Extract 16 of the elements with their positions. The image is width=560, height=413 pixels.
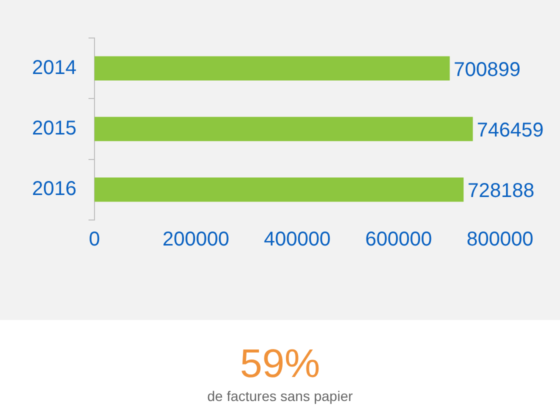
bar: [94, 56, 450, 80]
y-tick-label: 2014: [32, 56, 76, 79]
y-tick-label: 2016: [32, 178, 76, 200]
x-tick-label: 0: [88, 228, 100, 251]
y-tick-label: 2015: [32, 118, 76, 140]
data-label: 746459: [476, 120, 544, 142]
bar: [94, 116, 473, 142]
data-label: 728188: [468, 180, 534, 202]
data-label: 700899: [454, 58, 521, 81]
bar: [94, 178, 464, 202]
text: 59%: [238, 342, 322, 386]
text: de factures sans papier: [206, 388, 354, 404]
x-tick-label: 600000: [365, 228, 432, 251]
x-tick-label: 200000: [162, 228, 230, 251]
x-tick-label: 800000: [466, 228, 534, 251]
x-tick-label: 400000: [264, 228, 331, 251]
